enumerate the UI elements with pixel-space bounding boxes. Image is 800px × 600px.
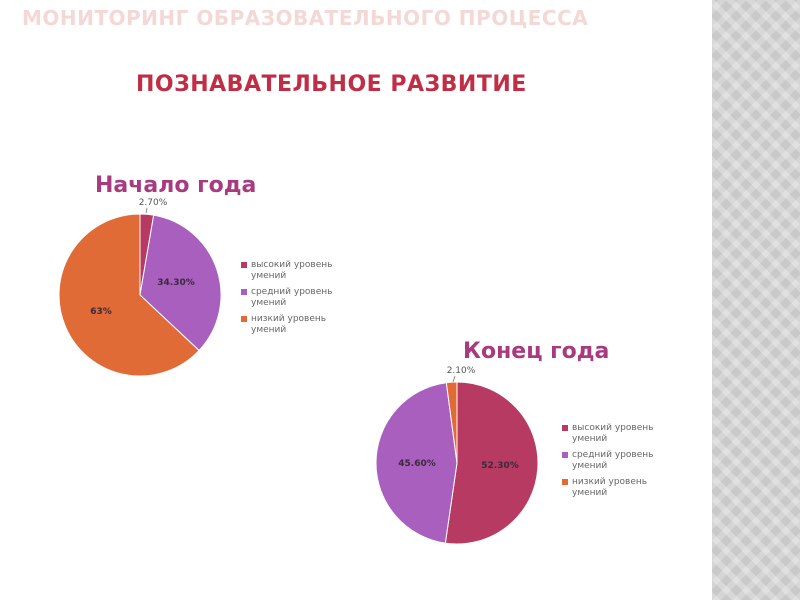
pie-slice-low <box>58 213 200 377</box>
decorative-stripe <box>712 0 800 600</box>
legend-swatch-high <box>562 425 568 431</box>
pie-slice-high <box>444 381 539 545</box>
slide-title: ПОЗНАВАТЕЛЬНОЕ РАЗВИТИЕ <box>136 72 527 97</box>
legend-swatch-low <box>562 479 568 485</box>
legend-label-low: низкий уровень умений <box>251 314 326 335</box>
legend-label-high: высокий уровень умений <box>572 423 653 444</box>
pie-slice-medium <box>139 214 222 352</box>
header-bar: МОНИТОРИНГ ОБРАЗОВАТЕЛЬНОГО ПРОЦЕССА <box>0 0 710 40</box>
data-label-leader <box>145 207 148 214</box>
legend-label-medium: средний уровень умений <box>572 450 653 471</box>
data-label-low: 2.10% <box>447 366 476 376</box>
legend-swatch-low <box>241 316 247 322</box>
pie-slice-medium <box>375 382 458 544</box>
top-title: МОНИТОРИНГ ОБРАЗОВАТЕЛЬНОГО ПРОЦЕССА <box>22 6 589 30</box>
data-label-high: 52.30% <box>481 461 519 471</box>
data-label-medium: 45.60% <box>398 459 436 469</box>
data-label-leader <box>452 375 456 383</box>
legend-label-medium: средний уровень умений <box>251 287 332 308</box>
chart-title: Начало года <box>95 173 256 198</box>
legend-swatch-high <box>241 262 247 268</box>
data-label-medium: 34.30% <box>157 278 195 288</box>
pie-slice-low <box>445 381 458 464</box>
legend-label-high: высокий уровень умений <box>251 260 332 281</box>
data-label-high: 2.70% <box>139 198 168 208</box>
pie-chart-2: Конец года 52.30% 45.60% 2.10% высокий урове… <box>375 339 653 545</box>
data-label-low: 63% <box>90 307 112 317</box>
legend-swatch-medium <box>241 289 247 295</box>
legend-swatch-medium <box>562 452 568 458</box>
chart-title: Конец года <box>463 339 609 364</box>
legend-label-low: низкий уровень умений <box>572 477 647 498</box>
